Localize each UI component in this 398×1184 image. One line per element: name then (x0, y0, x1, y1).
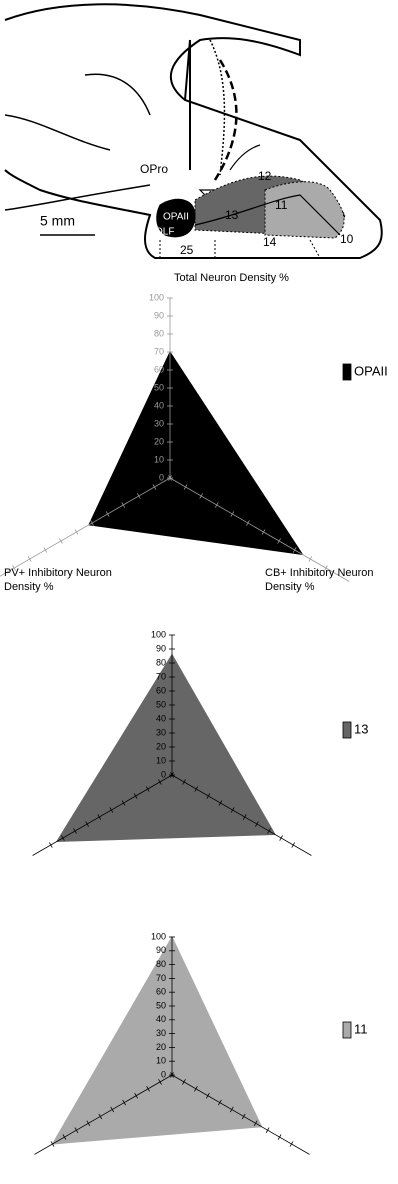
legend-label: 11 (354, 1021, 368, 1036)
axis-label: Total Neuron Density % (174, 271, 289, 285)
tick-label: 50 (156, 699, 166, 709)
tick-label: 80 (154, 328, 164, 338)
legend-label: 13 (354, 721, 368, 736)
tick-label: 100 (151, 931, 166, 941)
figure: OPro OPAII OLF 12 13 11 14 10 25 5 mm OP… (0, 0, 398, 1184)
tick-label: 100 (149, 292, 164, 302)
tick-label: 60 (154, 364, 164, 374)
tick-label: 80 (156, 959, 166, 969)
tick-mark (59, 538, 62, 543)
tick-label: 80 (156, 657, 166, 667)
legend-swatch (343, 364, 351, 380)
tick-mark (44, 547, 47, 552)
tick-mark (49, 842, 52, 847)
tick-mark (290, 1141, 293, 1146)
tick-label: 40 (156, 713, 166, 723)
radar-area (89, 352, 303, 555)
tick-mark (266, 1128, 269, 1133)
axis-label: CB+ Inhibitory Neuron Density % (265, 566, 395, 594)
tick-label: 20 (156, 741, 166, 751)
tick-mark (280, 835, 283, 840)
tick-label: 30 (154, 418, 164, 428)
tick-label: 10 (154, 454, 164, 464)
tick-label: 100 (151, 629, 166, 639)
tick-label: 70 (156, 973, 166, 983)
region-label: OPro (140, 162, 168, 176)
tick-label: 20 (156, 1042, 166, 1052)
region-label: 11 (275, 198, 288, 212)
region-label: 10 (340, 232, 354, 246)
legend-swatch (343, 1022, 351, 1038)
tick-mark (309, 556, 312, 561)
tick-label: 70 (156, 671, 166, 681)
tick-label: 30 (156, 1028, 166, 1038)
tick-mark (75, 529, 78, 534)
tick-label: 30 (156, 727, 166, 737)
tick-mark (28, 556, 31, 561)
region-label: 14 (263, 235, 277, 249)
tick-label: 0 (161, 1069, 166, 1079)
region-label: OPAII (163, 212, 189, 223)
region-label: 13 (225, 208, 239, 222)
tick-mark (292, 842, 295, 847)
tick-mark (278, 1135, 281, 1140)
tick-label: 90 (156, 643, 166, 653)
tick-label: 50 (154, 382, 164, 392)
tick-label: 90 (156, 945, 166, 955)
scale-bar-label: 5 mm (40, 213, 75, 229)
legend-label: OPAII (354, 363, 388, 378)
tick-label: 0 (159, 472, 164, 482)
axis-label: PV+ Inhibitory Neuron Density % (4, 566, 114, 594)
tick-label: 90 (154, 310, 164, 320)
region-label: 25 (180, 243, 194, 257)
tick-label: 40 (156, 1014, 166, 1024)
tick-label: 10 (156, 1056, 166, 1066)
tick-label: 10 (156, 755, 166, 765)
tick-label: 20 (154, 436, 164, 446)
tick-label: 60 (156, 685, 166, 695)
tick-label: 0 (161, 769, 166, 779)
region-label: 12 (258, 169, 272, 183)
tick-label: 40 (154, 400, 164, 410)
region-label: OLF (155, 227, 174, 238)
legend-swatch (343, 722, 351, 738)
tick-label: 60 (156, 987, 166, 997)
tick-label: 70 (154, 346, 164, 356)
tick-label: 50 (156, 1000, 166, 1010)
